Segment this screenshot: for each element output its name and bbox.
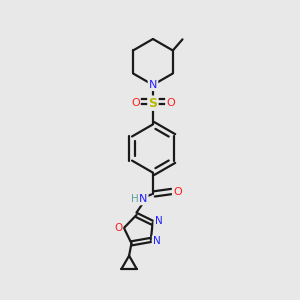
Text: N: N: [154, 216, 162, 226]
Text: O: O: [114, 223, 122, 233]
Text: N: N: [153, 236, 160, 246]
Text: S: S: [148, 97, 158, 110]
Text: H: H: [131, 194, 139, 204]
Text: O: O: [166, 98, 175, 108]
Text: N: N: [149, 80, 157, 90]
Text: N: N: [139, 194, 147, 204]
Text: O: O: [131, 98, 140, 108]
Text: O: O: [173, 187, 182, 196]
